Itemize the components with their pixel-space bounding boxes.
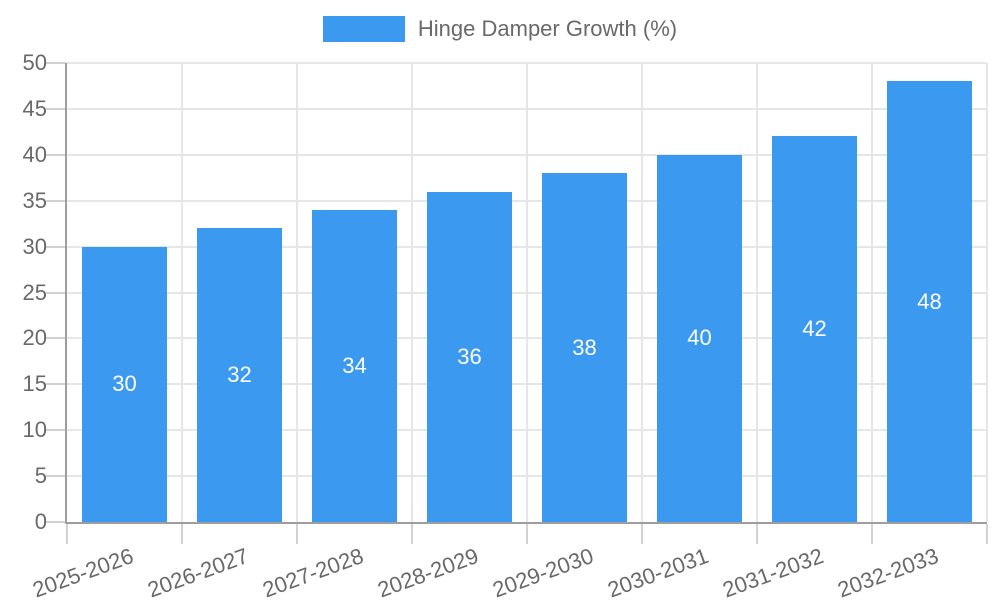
- bar[interactable]: 48: [887, 81, 972, 522]
- bar[interactable]: 36: [427, 191, 512, 522]
- y-axis-tick: [46, 383, 66, 386]
- y-axis-tick: [46, 153, 66, 156]
- bar[interactable]: 34: [312, 209, 397, 522]
- y-axis-tick: [46, 337, 66, 340]
- x-gridline: [641, 63, 643, 522]
- x-axis-line: [65, 522, 987, 524]
- x-gridline: [756, 63, 758, 522]
- y-tick-label: 40: [22, 141, 47, 167]
- y-axis-tick: [46, 245, 66, 248]
- y-axis-tick: [46, 291, 66, 294]
- y-axis-tick: [46, 429, 66, 432]
- y-tick-label: 25: [22, 279, 47, 305]
- y-axis-line: [65, 63, 67, 524]
- bar[interactable]: 32: [197, 228, 282, 522]
- bar-value-label: 42: [802, 316, 827, 342]
- y-tick-label: 20: [22, 325, 47, 351]
- x-tick-label: 2030-2031: [604, 543, 713, 600]
- y-tick-label: 0: [34, 509, 47, 534]
- bar[interactable]: 38: [542, 173, 627, 522]
- x-axis-tick: [411, 524, 413, 544]
- x-gridline: [296, 63, 298, 522]
- bar[interactable]: 40: [657, 154, 742, 522]
- x-tick-label: 2025-2026: [29, 543, 138, 600]
- bar-value-label: 34: [342, 352, 367, 378]
- y-axis-tick: [46, 521, 66, 523]
- y-axis-tick: [46, 107, 66, 110]
- x-gridline: [526, 63, 528, 522]
- y-axis-tick: [46, 62, 66, 64]
- bar-value-label: 48: [917, 288, 942, 314]
- legend-swatch-icon: [322, 16, 405, 42]
- bar-value-label: 30: [112, 371, 137, 397]
- bar-value-label: 38: [572, 334, 597, 360]
- y-tick-label: 45: [22, 95, 47, 121]
- x-axis-tick: [296, 524, 298, 544]
- y-tick-label: 50: [22, 50, 47, 75]
- y-axis-tick: [46, 199, 66, 202]
- x-tick-label: 2028-2029: [374, 543, 483, 600]
- x-axis-tick: [526, 524, 528, 544]
- x-axis-tick: [181, 524, 183, 544]
- x-tick-label: 2031-2032: [719, 543, 828, 600]
- x-axis-tick: [871, 524, 873, 544]
- x-gridline: [871, 63, 873, 522]
- bar-value-label: 40: [687, 325, 712, 351]
- bar-value-label: 32: [227, 362, 252, 388]
- x-gridline: [986, 63, 988, 522]
- legend-item[interactable]: Hinge Damper Growth (%): [0, 16, 1000, 42]
- y-tick-label: 10: [22, 417, 47, 443]
- x-gridline: [181, 63, 183, 522]
- x-axis-tick: [66, 524, 68, 544]
- legend-label: Hinge Damper Growth (%): [417, 16, 678, 41]
- x-gridline: [411, 63, 413, 522]
- y-axis-tick: [46, 475, 66, 478]
- plot-area: 30 32 34 36 38 40 42 48: [67, 62, 988, 522]
- bar[interactable]: 42: [772, 136, 857, 522]
- x-tick-label: 2027-2028: [259, 543, 368, 600]
- y-tick-label: 35: [22, 187, 47, 213]
- y-tick-label: 15: [22, 371, 47, 397]
- x-tick-label: 2026-2027: [144, 543, 253, 600]
- x-tick-label: 2029-2030: [489, 543, 598, 600]
- x-axis-tick: [756, 524, 758, 544]
- x-tick-label: 2032-2033: [834, 543, 943, 600]
- y-tick-label: 30: [22, 233, 47, 259]
- x-axis-tick: [986, 524, 988, 544]
- bar-value-label: 36: [457, 343, 482, 369]
- x-axis-tick: [641, 524, 643, 544]
- y-tick-label: 5: [34, 463, 47, 489]
- bar[interactable]: 30: [82, 246, 167, 522]
